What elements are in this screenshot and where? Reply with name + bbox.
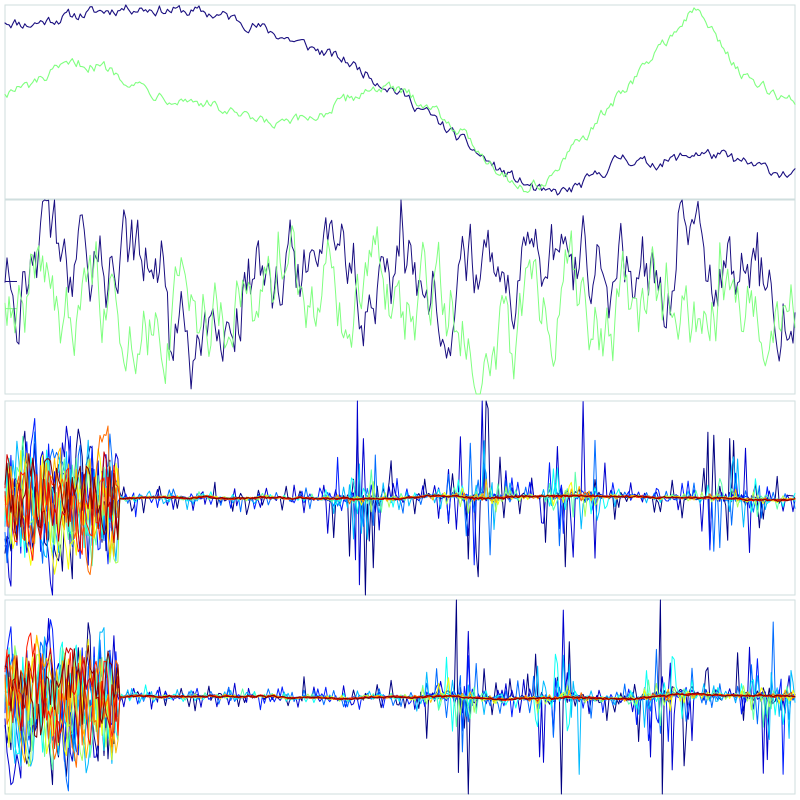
series-line-5 (4, 641, 796, 755)
panel-top-trend (4, 4, 796, 200)
panel-spectral-upper (4, 400, 796, 596)
series-line-0 (4, 199, 796, 390)
series-line-13 (4, 645, 796, 738)
panel-0-frame (4, 4, 796, 200)
panel-spectral-lower (4, 599, 796, 795)
panel-oscillation (4, 199, 796, 395)
series-line-1 (4, 225, 796, 395)
series-line-1 (4, 7, 796, 194)
series-line-13 (4, 453, 796, 541)
